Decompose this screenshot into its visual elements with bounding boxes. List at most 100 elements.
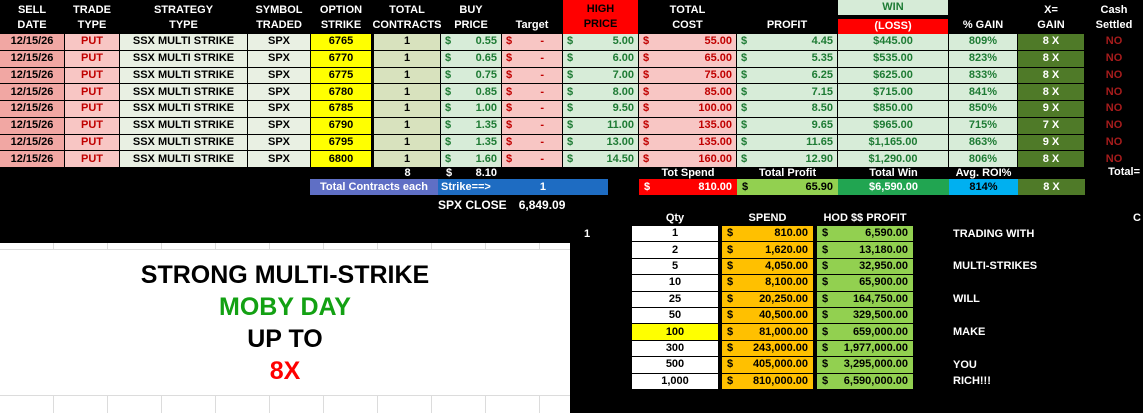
cell-target[interactable]: $ - [502, 134, 563, 152]
buy-price-total[interactable]: $ 8.10 [446, 166, 497, 179]
cell-sell-date[interactable]: 12/15/26 [0, 134, 65, 152]
scale-spend-cell[interactable]: $ 20,250.00 [722, 291, 813, 308]
cell-x-gain[interactable]: 8 X [1018, 84, 1085, 101]
cell-total-cost[interactable]: $ 55.00 [639, 34, 737, 51]
scale-profit-cell[interactable]: $ 13,180.00 [817, 242, 913, 259]
header-symbol-traded[interactable]: SYMBOL TRADED [248, 0, 311, 34]
scale-spend-cell[interactable]: $ 4,050.00 [722, 258, 813, 276]
cell-sell-date[interactable]: 12/15/26 [0, 84, 65, 101]
contracts-total[interactable]: 8 [404, 166, 411, 179]
header-profit[interactable]: PROFIT [737, 0, 838, 34]
tot-spend-cell[interactable]: $ 810.00 [639, 179, 737, 195]
cell-symbol[interactable]: SPX [248, 50, 311, 68]
cell-contracts[interactable]: 1 [374, 84, 441, 101]
strike-arrow-cell[interactable]: Strike==> 1 [438, 179, 608, 195]
cell-total-cost[interactable]: $ 75.00 [639, 67, 737, 85]
cell-symbol[interactable]: SPX [248, 101, 311, 118]
cell-cash-settled[interactable]: NO [1085, 101, 1143, 118]
cell-high-price[interactable]: $ 13.00 [563, 134, 639, 152]
header-option-strike[interactable]: OPTION STRIKE [311, 0, 374, 34]
cell-cash-settled[interactable]: NO [1085, 67, 1143, 85]
header-total-cost[interactable]: TOTAL COST [639, 0, 737, 34]
cell-pct-gain[interactable]: 833% [949, 67, 1018, 85]
header-x-gain[interactable]: X= GAIN [1018, 0, 1085, 34]
cell-sell-date[interactable]: 12/15/26 [0, 67, 65, 85]
scale-profit-cell[interactable]: $ 1,977,000.00 [817, 340, 913, 358]
scale-profit-cell[interactable]: $ 32,950.00 [817, 258, 913, 276]
scale-profit-cell[interactable]: $ 3,295,000.00 [817, 357, 913, 374]
total-profit-cell[interactable]: $ 65.90 [737, 179, 838, 195]
cell-win[interactable]: $965.00 [838, 117, 949, 135]
cell-high-price[interactable]: $ 11.00 [563, 117, 639, 135]
cell-symbol[interactable]: SPX [248, 151, 311, 168]
scale-profit-cell[interactable]: $ 6,590,000.00 [817, 373, 913, 390]
cell-trade-type[interactable]: PUT [65, 50, 120, 68]
scale-qty-cell[interactable]: 2 [632, 242, 718, 259]
scale-spend-cell[interactable]: $ 81,000.00 [722, 324, 813, 341]
cell-total-cost[interactable]: $ 65.00 [639, 50, 737, 68]
cell-strategy[interactable]: SSX MULTI STRIKE [120, 67, 248, 85]
cell-sell-date[interactable]: 12/15/26 [0, 34, 65, 51]
cell-trade-type[interactable]: PUT [65, 101, 120, 118]
cell-profit[interactable]: $ 7.15 [737, 84, 838, 101]
scale-qty-cell[interactable]: 300 [632, 340, 718, 358]
cell-sell-date[interactable]: 12/15/26 [0, 151, 65, 168]
cell-high-price[interactable]: $ 9.50 [563, 101, 639, 118]
cell-contracts[interactable]: 1 [374, 117, 441, 135]
cell-strategy[interactable]: SSX MULTI STRIKE [120, 101, 248, 118]
cell-symbol[interactable]: SPX [248, 117, 311, 135]
scale-spend-cell[interactable]: $ 1,620.00 [722, 242, 813, 259]
header-cash-settled[interactable]: Cash Settled [1085, 0, 1143, 34]
cell-pct-gain[interactable]: 841% [949, 84, 1018, 101]
cell-trade-type[interactable]: PUT [65, 117, 120, 135]
scale-qty-cell[interactable]: 25 [632, 291, 718, 308]
scale-qty-cell[interactable]: 100 [632, 324, 718, 341]
scale-qty-cell[interactable]: 1,000 [632, 373, 718, 390]
cell-x-gain[interactable]: 9 X [1018, 134, 1085, 152]
cell-sell-date[interactable]: 12/15/26 [0, 101, 65, 118]
cell-total-cost[interactable]: $ 135.00 [639, 134, 737, 152]
header-strategy-type[interactable]: STRATEGY TYPE [120, 0, 248, 34]
cell-total-cost[interactable]: $ 135.00 [639, 117, 737, 135]
cell-x-gain[interactable]: 8 X [1018, 151, 1085, 168]
cell-strike[interactable]: 6790 [311, 117, 374, 135]
cell-buy-price[interactable]: $ 0.55 [441, 34, 502, 51]
cell-cash-settled[interactable]: NO [1085, 134, 1143, 152]
cell-contracts[interactable]: 1 [374, 134, 441, 152]
cell-contracts[interactable]: 1 [374, 67, 441, 85]
scale-spend-cell[interactable]: $ 8,100.00 [722, 275, 813, 292]
cell-strike[interactable]: 6795 [311, 134, 374, 152]
header-win-loss[interactable]: WIN (LOSS) [838, 0, 949, 34]
cell-strike[interactable]: 6765 [311, 34, 374, 51]
cell-profit[interactable]: $ 9.65 [737, 117, 838, 135]
scale-spend-cell[interactable]: $ 243,000.00 [722, 340, 813, 358]
cell-strategy[interactable]: SSX MULTI STRIKE [120, 34, 248, 51]
cell-contracts[interactable]: 1 [374, 151, 441, 168]
scale-spend-cell[interactable]: $ 810,000.00 [722, 373, 813, 390]
cell-pct-gain[interactable]: 863% [949, 134, 1018, 152]
cell-total-cost[interactable]: $ 85.00 [639, 84, 737, 101]
header-trade-type[interactable]: TRADE TYPE [65, 0, 120, 34]
total-win-cell[interactable]: $6,590.00 [838, 179, 949, 195]
cell-win[interactable]: $445.00 [838, 34, 949, 51]
cell-strike[interactable]: 6780 [311, 84, 374, 101]
cell-buy-price[interactable]: $ 1.35 [441, 117, 502, 135]
header-buy-price[interactable]: BUY PRICE [441, 0, 502, 34]
cell-buy-price[interactable]: $ 0.75 [441, 67, 502, 85]
cell-strategy[interactable]: SSX MULTI STRIKE [120, 151, 248, 168]
cell-cash-settled[interactable]: NO [1085, 151, 1143, 168]
scale-spend-cell[interactable]: $ 405,000.00 [722, 357, 813, 374]
cell-win[interactable]: $535.00 [838, 50, 949, 68]
cell-win[interactable]: $715.00 [838, 84, 949, 101]
cell-strategy[interactable]: SSX MULTI STRIKE [120, 117, 248, 135]
scale-qty-cell[interactable]: 10 [632, 275, 718, 292]
cell-total-cost[interactable]: $ 100.00 [639, 101, 737, 118]
header-sell-date[interactable]: SELL DATE [0, 0, 65, 34]
cell-trade-type[interactable]: PUT [65, 67, 120, 85]
cell-profit[interactable]: $ 4.45 [737, 34, 838, 51]
scale-qty-cell[interactable]: 5 [632, 258, 718, 276]
cell-symbol[interactable]: SPX [248, 34, 311, 51]
cell-pct-gain[interactable]: 806% [949, 151, 1018, 168]
promo-banner[interactable]: STRONG MULTI-STRIKE MOBY DAY UP TO 8X [0, 243, 570, 413]
cell-x-gain[interactable]: 8 X [1018, 34, 1085, 51]
